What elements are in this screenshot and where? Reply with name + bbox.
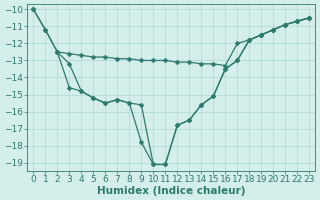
X-axis label: Humidex (Indice chaleur): Humidex (Indice chaleur) — [97, 186, 245, 196]
